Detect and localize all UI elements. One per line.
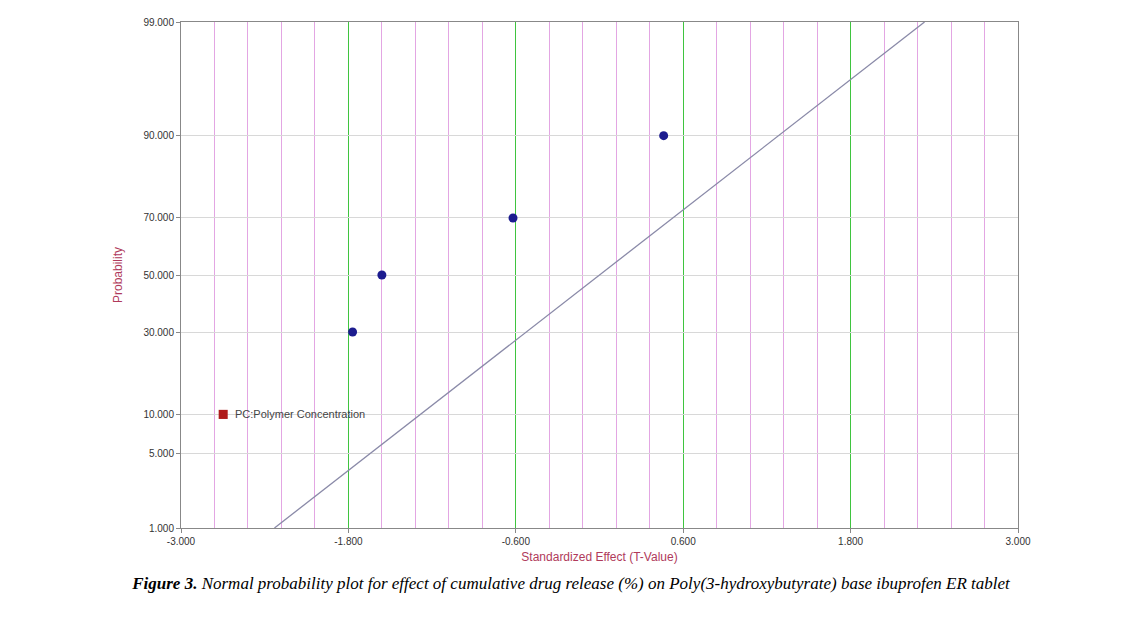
svg-text:90.000: 90.000 — [143, 130, 174, 141]
html-text:Figure 3. Normal probability p: Figure 3. Normal probability plot for ef… — [132, 574, 1010, 593]
svg-text:1.000: 1.000 — [149, 523, 174, 534]
svg-text:30.000: 30.000 — [143, 327, 174, 338]
svg-text:99.000: 99.000 — [143, 17, 174, 28]
svg-text:1.800: 1.800 — [838, 536, 863, 547]
svg-text:PC:Polymer Concentration: PC:Polymer Concentration — [235, 408, 365, 420]
svg-text:0.600: 0.600 — [671, 536, 696, 547]
svg-text:-3.000: -3.000 — [167, 536, 196, 547]
svg-text:50.000: 50.000 — [143, 270, 174, 281]
svg-text:5.000: 5.000 — [149, 448, 174, 459]
svg-text:10.000: 10.000 — [143, 409, 174, 420]
svg-text:3.000: 3.000 — [1005, 536, 1030, 547]
svg-text:Probability: Probability — [111, 247, 125, 303]
svg-text:70.000: 70.000 — [143, 212, 174, 223]
svg-text:-0.600: -0.600 — [502, 536, 531, 547]
svg-text:-1.800: -1.800 — [334, 536, 363, 547]
svg-text:Standardized Effect (T-Value): Standardized Effect (T-Value) — [521, 550, 677, 564]
